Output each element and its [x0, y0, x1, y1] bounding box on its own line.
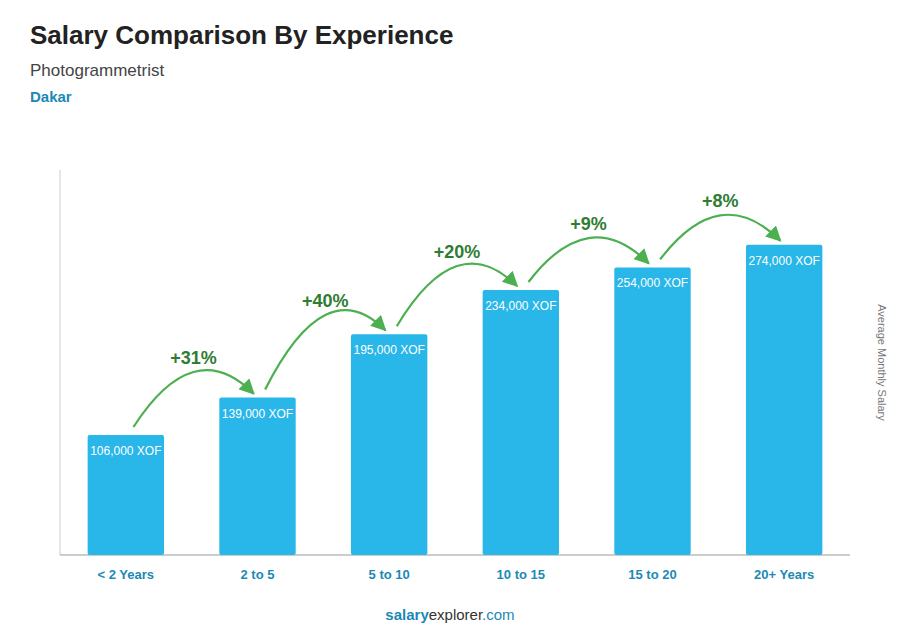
title: Salary Comparison By Experience	[30, 20, 453, 50]
change-arrow	[528, 237, 648, 282]
data-label: 234,000 XOF	[485, 299, 556, 313]
data-label: 139,000 XOF	[222, 407, 293, 421]
chart: Salary Comparison By Experience Photogram…	[0, 0, 900, 641]
location: Dakar	[30, 88, 72, 105]
data-label: 106,000 XOF	[90, 444, 161, 458]
change-arrow	[397, 264, 517, 327]
footer-part: .com	[482, 606, 515, 623]
change-label: +20%	[434, 242, 481, 262]
bar	[88, 435, 164, 555]
change-arrow	[265, 310, 385, 389]
x-tick-label: 10 to 15	[497, 567, 545, 582]
x-axis-line	[60, 555, 850, 556]
y-axis-label: Average Monthly Salary	[876, 304, 888, 421]
footer: salaryexplorer.com	[385, 606, 514, 623]
footer-part: salary	[385, 606, 429, 623]
bar	[614, 267, 690, 555]
footer-part: explorer	[429, 606, 483, 623]
bar	[483, 290, 559, 555]
x-tick-label: 2 to 5	[241, 567, 275, 582]
change-label: +9%	[570, 214, 607, 234]
bar	[746, 245, 822, 555]
x-tick-label: 5 to 10	[369, 567, 410, 582]
x-tick-label: < 2 Years	[98, 567, 155, 582]
bars	[88, 245, 823, 555]
data-label: 195,000 XOF	[353, 343, 424, 357]
y-axis-line	[60, 170, 61, 555]
change-arrow	[133, 370, 253, 427]
subtitle: Photogrammetrist	[30, 61, 164, 80]
bar	[219, 398, 295, 555]
change-label: +8%	[702, 191, 739, 211]
data-label: 274,000 XOF	[748, 254, 819, 268]
change-label: +40%	[302, 291, 349, 311]
x-tick-label: 20+ Years	[754, 567, 814, 582]
x-tick-label: 15 to 20	[628, 567, 676, 582]
data-label: 254,000 XOF	[617, 276, 688, 290]
change-label: +31%	[170, 348, 217, 368]
change-arrow	[660, 215, 780, 260]
bar	[351, 334, 427, 555]
